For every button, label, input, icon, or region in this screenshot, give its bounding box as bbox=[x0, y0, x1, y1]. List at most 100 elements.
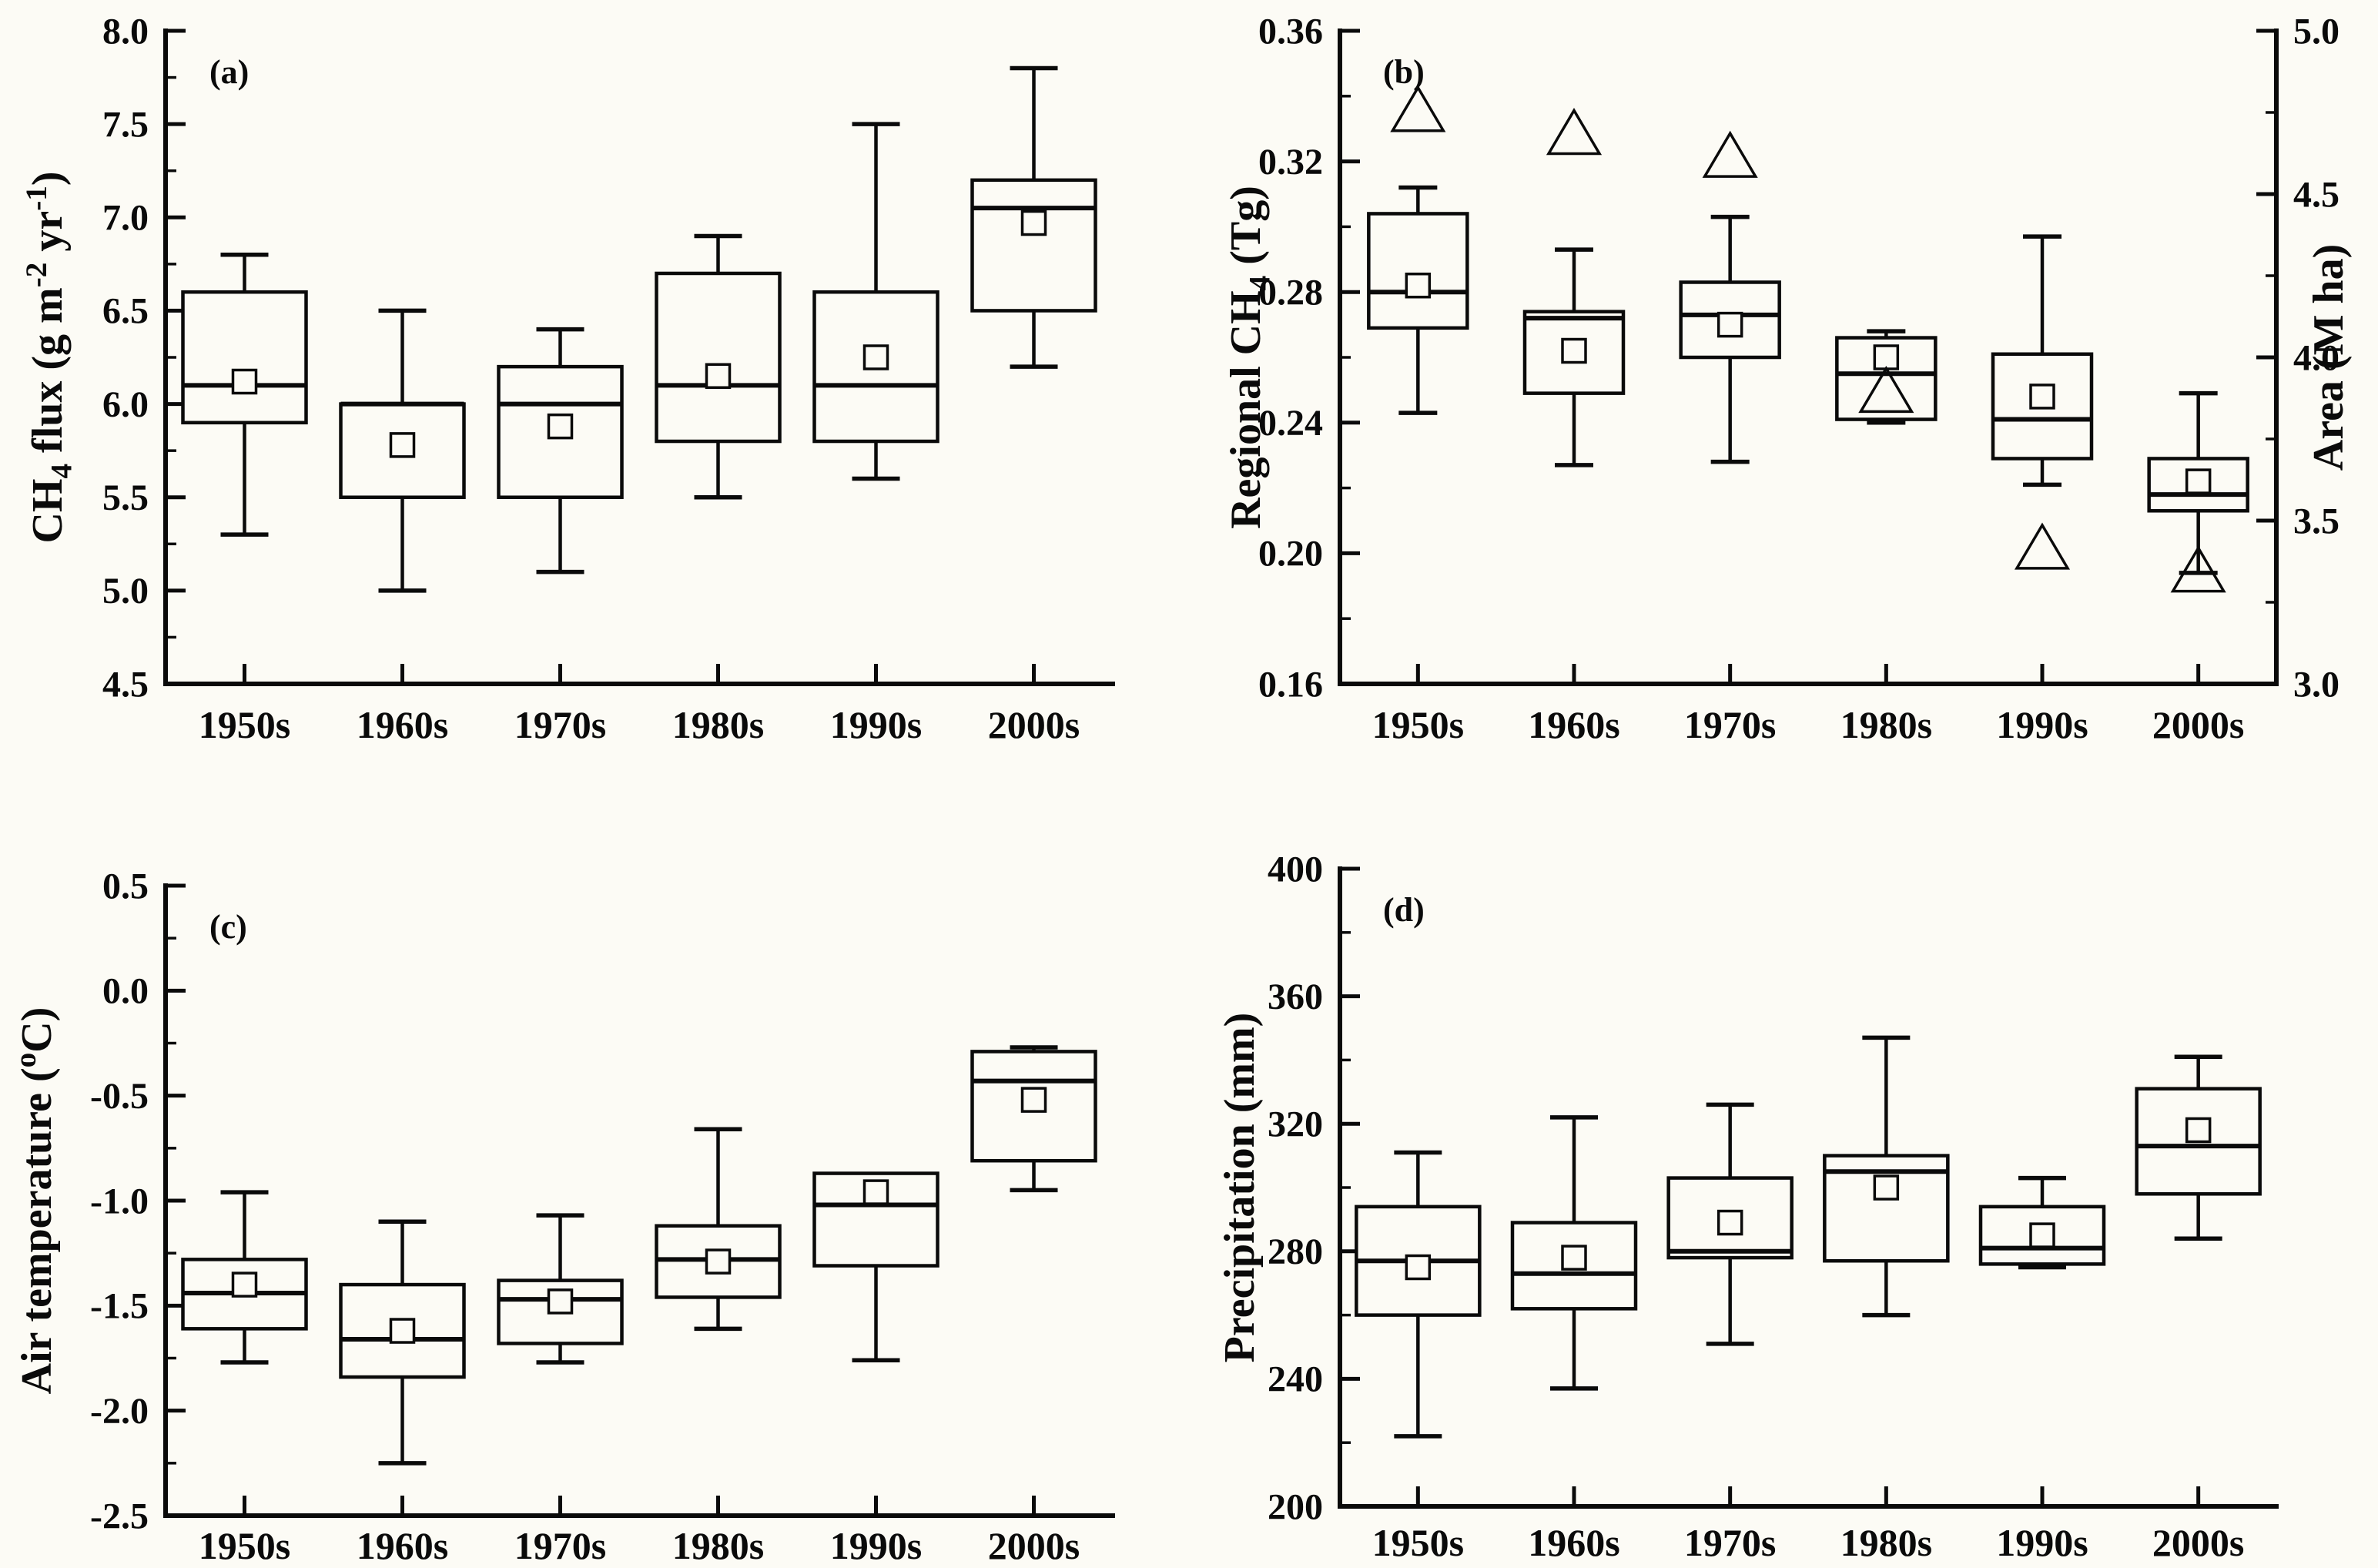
x-category-label: 1990s bbox=[1996, 703, 2088, 746]
area-triangle-2000s bbox=[2170, 545, 2226, 593]
y-tick-label: 7.0 bbox=[102, 198, 149, 239]
panel-d-y-axis: 200 240 280 320 360 400 bbox=[1268, 849, 1360, 1527]
iqr-box bbox=[655, 271, 782, 444]
y-tick-label: 0.0 bbox=[102, 971, 149, 1012]
box-2000s bbox=[2135, 1054, 2262, 1241]
mean-marker bbox=[1561, 337, 1587, 364]
box-1960s bbox=[339, 308, 466, 593]
y-axis-title: Regional CH4 (Tg) bbox=[1222, 186, 1276, 529]
y-axis-title: CH4 flux (g m-2 yr-1) bbox=[20, 171, 78, 543]
box-1970s bbox=[497, 1213, 624, 1365]
y-tick-label: 0.24 bbox=[1258, 403, 1323, 444]
y-tick-label: -0.5 bbox=[90, 1076, 149, 1117]
y-tick-label: 0.28 bbox=[1258, 273, 1323, 313]
x-category-label: 1990s bbox=[830, 1524, 922, 1567]
x-category-label: 1970s bbox=[1684, 1521, 1776, 1564]
x-category-label: 1980s bbox=[672, 1524, 764, 1567]
x-category-label: 1960s bbox=[1528, 1521, 1619, 1564]
y-tick-label: 0.32 bbox=[1258, 142, 1323, 183]
mean-marker bbox=[862, 1179, 889, 1205]
x-category-label: 2000s bbox=[988, 1524, 1080, 1567]
y-tick-label: 5.0 bbox=[102, 571, 149, 611]
y-tick-label: 5.5 bbox=[102, 477, 149, 518]
box-1990s bbox=[812, 1171, 939, 1362]
box-1960s bbox=[339, 1219, 466, 1466]
x-category-label: 1960s bbox=[357, 703, 448, 746]
y-tick-label: -1.5 bbox=[90, 1286, 149, 1327]
panel-label: (d) bbox=[1383, 891, 1425, 929]
y2-axis-title: Area (M ha) bbox=[2305, 244, 2353, 471]
area-triangle-series bbox=[1390, 85, 2226, 593]
y-tick-label: 320 bbox=[1268, 1104, 1323, 1145]
x-category-label: 2000s bbox=[2152, 703, 2244, 746]
x-category-label: 1970s bbox=[514, 703, 606, 746]
y2-tick-label: 5.0 bbox=[2293, 11, 2339, 52]
y-tick-label: 360 bbox=[1268, 977, 1323, 1017]
mean-marker bbox=[2185, 468, 2212, 494]
box-1990s bbox=[1978, 1175, 2106, 1270]
y2-tick-label: 4.0 bbox=[2293, 337, 2339, 378]
x-category-label: 2000s bbox=[2152, 1521, 2244, 1564]
panel-c-y-axis: -2.5 -2.0 -1.5 -1.0 -0.5 0.0 0.5 bbox=[90, 866, 186, 1536]
area-triangle-1960s bbox=[1546, 107, 1603, 156]
iqr-box bbox=[181, 290, 308, 425]
iqr-box bbox=[1367, 212, 1469, 330]
y-tick-label: 0.5 bbox=[102, 866, 149, 906]
area-triangle-1990s bbox=[2014, 522, 2071, 570]
y-tick-label: 400 bbox=[1268, 849, 1323, 890]
mean-marker bbox=[2185, 1117, 2212, 1144]
panel-d-x-axis: 1950s 1960s 1970s 1980s 1990s 2000s bbox=[1372, 1486, 2244, 1564]
y-tick-label: 7.5 bbox=[102, 104, 149, 145]
box-1950s bbox=[1355, 1150, 1482, 1439]
y-tick-label: 4.5 bbox=[102, 664, 149, 705]
x-category-label: 1960s bbox=[357, 1524, 448, 1567]
x-category-label: 1950s bbox=[199, 1524, 290, 1567]
box-1980s bbox=[655, 1127, 782, 1332]
iqr-box bbox=[970, 1050, 1097, 1163]
box-2000s bbox=[970, 1045, 1097, 1193]
mean-marker bbox=[1873, 1174, 1900, 1201]
panel-label: (b) bbox=[1383, 53, 1425, 91]
x-category-label: 1980s bbox=[1840, 1521, 1932, 1564]
x-category-label: 1990s bbox=[830, 703, 922, 746]
panel-label: (a) bbox=[209, 53, 249, 91]
mean-marker bbox=[1405, 272, 1432, 299]
panel-c-x-axis: 1950s 1960s 1970s 1980s 1990s 2000s bbox=[199, 1496, 1080, 1567]
box-1950s bbox=[181, 1190, 308, 1365]
box-1950s bbox=[181, 252, 308, 537]
mean-marker bbox=[389, 432, 416, 458]
y-tick-label: 6.0 bbox=[102, 384, 149, 425]
box-2000s bbox=[970, 65, 1097, 369]
mean-marker bbox=[1405, 1254, 1432, 1281]
y-tick-label: 0.16 bbox=[1258, 664, 1323, 705]
mean-marker bbox=[389, 1318, 416, 1344]
mean-marker bbox=[705, 1248, 732, 1275]
x-category-label: 1950s bbox=[199, 703, 290, 746]
y-axis-title: Precipitation (mm) bbox=[1216, 1013, 1264, 1363]
panel-b-regional-ch4-area-chart: 0.16 0.20 0.24 0.28 0.32 0.36 3.0 3.5 4.0 4.5 5.0 A… bbox=[1222, 11, 2353, 746]
y-tick-label: 0.36 bbox=[1258, 11, 1323, 52]
box-1950s bbox=[1367, 185, 1469, 415]
x-category-label: 1950s bbox=[1372, 703, 1464, 746]
box-1970s bbox=[1679, 214, 1781, 464]
y-tick-label: -2.0 bbox=[90, 1391, 149, 1432]
mean-marker bbox=[231, 1271, 258, 1298]
box-2000s bbox=[2147, 390, 2249, 575]
area-triangle-1970s bbox=[1702, 130, 1758, 178]
x-category-label: 1980s bbox=[1840, 703, 1932, 746]
y2-tick-label: 4.5 bbox=[2293, 174, 2339, 215]
panel-b-y-axis: 0.16 0.20 0.24 0.28 0.32 0.36 bbox=[1258, 11, 1360, 705]
mean-marker bbox=[547, 1288, 574, 1315]
box-1980s bbox=[1823, 1035, 1950, 1318]
mean-marker bbox=[231, 368, 258, 395]
mean-marker bbox=[1020, 209, 1047, 236]
x-category-label: 1990s bbox=[1996, 1521, 2088, 1564]
y-tick-label: 280 bbox=[1268, 1231, 1323, 1272]
panel-c-air-temperature-chart: -2.5 -2.0 -1.5 -1.0 -0.5 0.0 0.5 1950s 1960s 1970… bbox=[9, 866, 1115, 1567]
y2-tick-label: 3.0 bbox=[2293, 664, 2339, 705]
mean-marker bbox=[2029, 384, 2055, 410]
mean-marker bbox=[2029, 1222, 2055, 1248]
